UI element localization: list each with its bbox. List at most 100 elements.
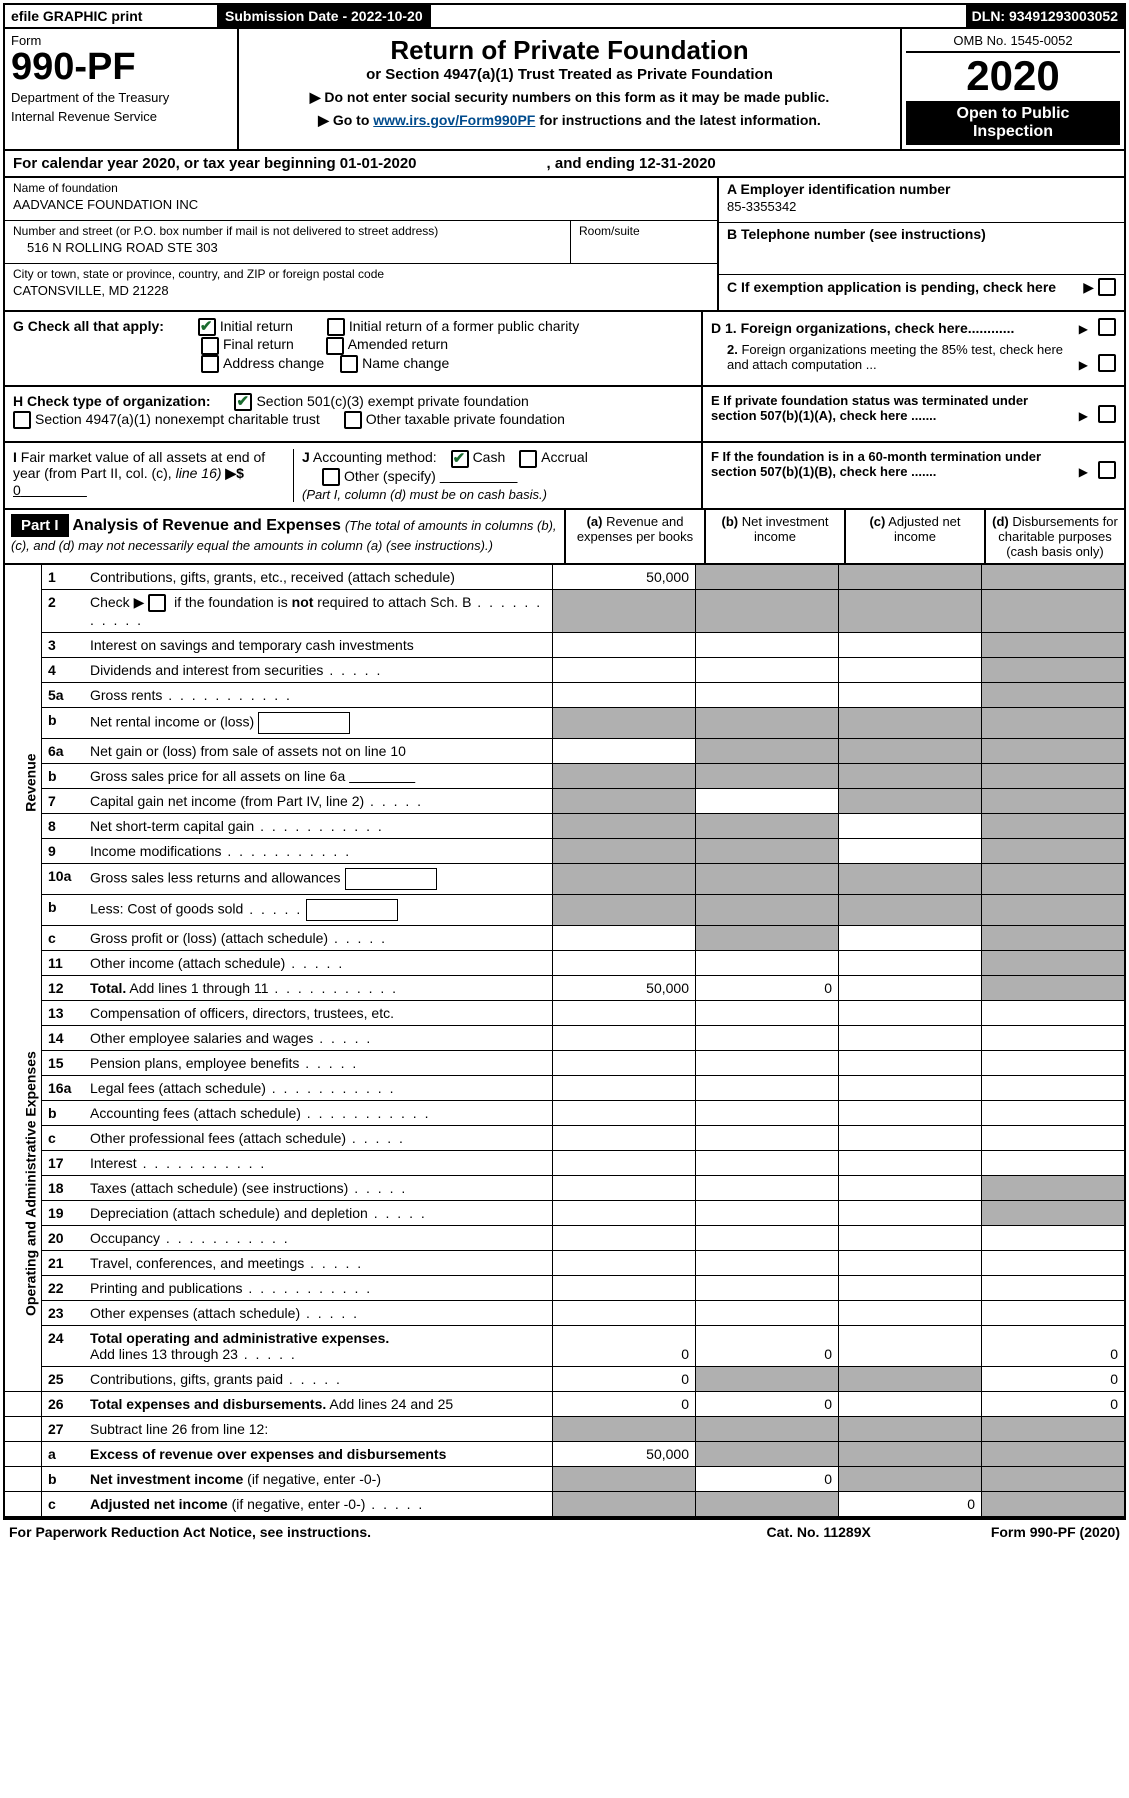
- form-id-block: Form 990-PF Department of the Treasury I…: [5, 29, 239, 149]
- addr-label: Number and street (or P.O. box number if…: [13, 224, 562, 238]
- table-row: 27Subtract line 26 from line 12:: [4, 1417, 1125, 1442]
- table-row: cAdjusted net income (if negative, enter…: [4, 1492, 1125, 1518]
- i-block: I Fair market value of all assets at end…: [13, 449, 293, 502]
- part1-badge: Part I: [11, 514, 69, 537]
- cal-year-end: , and ending 12-31-2020: [547, 155, 716, 172]
- table-row: 17Interest: [4, 1151, 1125, 1176]
- room-label: Room/suite: [579, 224, 709, 238]
- ein-value: 85-3355342: [727, 199, 1116, 214]
- g-label: G Check all that apply:: [13, 318, 164, 334]
- side-expenses: Operating and Administrative Expenses: [4, 1001, 42, 1367]
- table-row: cGross profit or (loss) (attach schedule…: [4, 926, 1125, 951]
- ein-box: A Employer identification number 85-3355…: [719, 178, 1124, 223]
- chk-initial-former[interactable]: [327, 318, 345, 336]
- check-section-h: H Check type of organization: Section 50…: [3, 387, 1126, 444]
- table-row: 19Depreciation (attach schedule) and dep…: [4, 1201, 1125, 1226]
- col-b-header: (b) Net investment income: [706, 510, 846, 563]
- table-row: 9Income modifications: [4, 839, 1125, 864]
- efile-label: efile GRAPHIC print: [5, 5, 219, 27]
- j-block: J Accounting method: Cash Accrual Other …: [293, 449, 693, 502]
- table-row: 11Other income (attach schedule): [4, 951, 1125, 976]
- form-number: 990-PF: [11, 48, 231, 86]
- table-row: 2Check ▶ if the foundation is not requir…: [4, 590, 1125, 633]
- table-row: bNet investment income (if negative, ent…: [4, 1467, 1125, 1492]
- entity-info: Name of foundation AADVANCE FOUNDATION I…: [3, 178, 1126, 312]
- table-row: aExcess of revenue over expenses and dis…: [4, 1442, 1125, 1467]
- table-row: 3Interest on savings and temporary cash …: [4, 633, 1125, 658]
- part1-table: Revenue 1Contributions, gifts, grants, e…: [3, 565, 1126, 1518]
- e-row: E If private foundation status was termi…: [711, 393, 1116, 423]
- c-checkbox[interactable]: [1098, 278, 1116, 296]
- chk-501c3[interactable]: [234, 393, 252, 411]
- col-a-header: (a) Revenue and expenses per books: [566, 510, 706, 563]
- chk-initial-return[interactable]: [198, 318, 216, 336]
- d2-checkbox[interactable]: [1098, 354, 1116, 372]
- footer-right: Form 990-PF (2020): [991, 1524, 1120, 1540]
- chk-schb[interactable]: [148, 594, 166, 612]
- chk-addr-change[interactable]: [201, 355, 219, 373]
- city-value: CATONSVILLE, MD 21228: [13, 283, 709, 298]
- dln: DLN: 93491293003052: [966, 5, 1124, 27]
- city-box: City or town, state or province, country…: [5, 264, 717, 306]
- footer-left: For Paperwork Reduction Act Notice, see …: [9, 1524, 371, 1540]
- d2-row: 2. 2. Foreign organizations meeting the …: [711, 342, 1116, 372]
- chk-cash[interactable]: [451, 450, 469, 468]
- table-row: cOther professional fees (attach schedul…: [4, 1126, 1125, 1151]
- part1-title: Analysis of Revenue and Expenses: [72, 517, 341, 534]
- c-label: C If exemption application is pending, c…: [727, 279, 1056, 295]
- topbar: efile GRAPHIC print Submission Date - 20…: [3, 3, 1126, 29]
- table-row: 18Taxes (attach schedule) (see instructi…: [4, 1176, 1125, 1201]
- chk-amended[interactable]: [326, 337, 344, 355]
- table-row: 24Total operating and administrative exp…: [4, 1326, 1125, 1367]
- table-row: 21Travel, conferences, and meetings: [4, 1251, 1125, 1276]
- table-row: 7Capital gain net income (from Part IV, …: [4, 789, 1125, 814]
- e-checkbox[interactable]: [1098, 405, 1116, 423]
- d1-checkbox[interactable]: [1098, 318, 1116, 336]
- table-row: 23Other expenses (attach schedule): [4, 1301, 1125, 1326]
- f-row: F If the foundation is in a 60-month ter…: [711, 449, 1116, 479]
- ein-label: A Employer identification number: [727, 181, 1116, 197]
- form-header: Form 990-PF Department of the Treasury I…: [3, 29, 1126, 151]
- foundation-name-box: Name of foundation AADVANCE FOUNDATION I…: [5, 178, 717, 221]
- form-subtitle: or Section 4947(a)(1) Trust Treated as P…: [247, 66, 892, 83]
- open-public: Open to PublicInspection: [906, 101, 1120, 145]
- check-section-ij: I Fair market value of all assets at end…: [3, 443, 1126, 510]
- form-title: Return of Private Foundation: [247, 35, 892, 66]
- chk-other-taxable[interactable]: [344, 411, 362, 429]
- check-section-gh: G Check all that apply: Initial return I…: [3, 312, 1126, 387]
- address-box: Number and street (or P.O. box number if…: [5, 221, 717, 264]
- i-value: 0: [13, 482, 21, 498]
- f-checkbox[interactable]: [1098, 461, 1116, 479]
- table-row: 4Dividends and interest from securities: [4, 658, 1125, 683]
- footer-mid: Cat. No. 11289X: [767, 1524, 871, 1540]
- omb-number: OMB No. 1545-0052: [906, 33, 1120, 53]
- table-row: 22Printing and publications: [4, 1276, 1125, 1301]
- chk-4947[interactable]: [13, 411, 31, 429]
- city-label: City or town, state or province, country…: [13, 267, 709, 281]
- irs-link[interactable]: www.irs.gov/Form990PF: [373, 112, 535, 128]
- form-title-block: Return of Private Foundation or Section …: [239, 29, 900, 149]
- instr-link-row: ▶ Go to www.irs.gov/Form990PF for instru…: [247, 112, 892, 129]
- table-row: 15Pension plans, employee benefits: [4, 1051, 1125, 1076]
- exemption-box: C If exemption application is pending, c…: [719, 275, 1124, 310]
- cal-year-begin: For calendar year 2020, or tax year begi…: [13, 155, 417, 172]
- tax-year: 2020: [906, 55, 1120, 97]
- g-row: G Check all that apply: Initial return I…: [13, 318, 693, 373]
- addr-value: 516 N ROLLING ROAD STE 303: [13, 240, 562, 255]
- chk-name-change[interactable]: [340, 355, 358, 373]
- table-row: 14Other employee salaries and wages: [4, 1026, 1125, 1051]
- table-row: bLess: Cost of goods sold: [4, 895, 1125, 926]
- foundation-name: AADVANCE FOUNDATION INC: [13, 197, 709, 212]
- form-container: efile GRAPHIC print Submission Date - 20…: [3, 3, 1126, 1544]
- table-row: bGross sales price for all assets on lin…: [4, 764, 1125, 789]
- col-d-header: (d) Disbursements for charitable purpose…: [986, 510, 1124, 563]
- chk-other-method[interactable]: [322, 468, 340, 486]
- chk-final[interactable]: [201, 337, 219, 355]
- table-row: 6aNet gain or (loss) from sale of assets…: [4, 739, 1125, 764]
- instr-pre: ▶ Go to: [318, 112, 373, 128]
- table-row: 26Total expenses and disbursements. Add …: [4, 1392, 1125, 1417]
- instr-post: for instructions and the latest informat…: [535, 112, 820, 128]
- table-row: 16aLegal fees (attach schedule): [4, 1076, 1125, 1101]
- table-row: Operating and Administrative Expenses 13…: [4, 1001, 1125, 1026]
- chk-accrual[interactable]: [519, 450, 537, 468]
